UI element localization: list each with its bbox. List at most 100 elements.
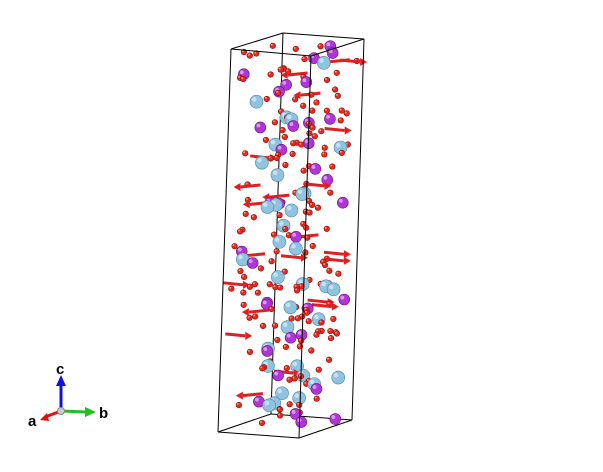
large-atom[interactable] [295,187,310,201]
small-atom[interactable] [262,136,270,144]
small-atom[interactable] [244,196,251,204]
small-atom[interactable] [298,337,305,344]
small-atom[interactable] [327,189,334,196]
small-atom[interactable] [279,126,286,134]
small-atom[interactable] [276,406,283,413]
small-atom[interactable] [283,365,290,372]
small-atom[interactable] [331,86,339,93]
large-atom[interactable] [292,391,306,405]
large-atom[interactable] [280,320,295,334]
small-atom[interactable] [291,375,298,382]
small-atom[interactable] [325,356,333,363]
small-atom[interactable] [288,315,295,322]
small-atom[interactable] [242,150,249,157]
small-atom[interactable] [259,322,267,330]
small-atom[interactable] [271,119,278,126]
small-atom[interactable] [327,334,335,342]
small-atom[interactable] [240,273,248,281]
small-atom[interactable] [296,401,303,409]
large-atom[interactable] [262,398,276,413]
small-atom[interactable] [314,204,322,211]
small-atom[interactable] [338,149,345,156]
small-atom[interactable] [276,212,283,219]
small-atom[interactable] [281,268,288,275]
small-atom[interactable] [274,89,282,97]
small-atom[interactable] [300,167,307,174]
small-atom[interactable] [252,313,259,320]
small-atom[interactable] [333,69,340,76]
small-atom[interactable] [282,225,289,233]
small-atom[interactable] [253,50,260,57]
small-atom[interactable] [277,284,284,291]
small-atom[interactable] [337,117,344,124]
small-atom[interactable] [237,267,244,275]
small-atom[interactable] [309,124,316,131]
small-atom[interactable] [251,281,259,288]
small-atom[interactable] [289,150,296,158]
small-atom[interactable] [271,322,279,329]
small-atom[interactable] [323,76,331,84]
small-atom[interactable] [282,343,289,351]
large-atom[interactable] [283,300,298,315]
large-atom[interactable] [331,370,346,385]
small-atom[interactable] [257,265,265,272]
small-atom[interactable] [329,163,336,170]
medium-atom[interactable] [289,408,302,420]
small-atom[interactable] [306,130,313,137]
small-atom[interactable] [333,330,340,337]
small-atom[interactable] [326,267,333,274]
small-atom[interactable] [309,107,316,114]
large-atom[interactable] [316,56,331,70]
small-atom[interactable] [258,419,266,427]
small-atom[interactable] [236,228,244,235]
small-atom[interactable] [301,55,308,63]
large-atom[interactable] [270,168,285,182]
small-atom[interactable] [281,133,288,141]
small-atom[interactable] [266,281,273,288]
small-atom[interactable] [259,365,266,372]
small-atom[interactable] [246,52,253,59]
medium-atom[interactable] [287,120,300,132]
small-atom[interactable] [335,270,342,277]
small-atom[interactable] [327,327,334,335]
medium-atom[interactable] [280,79,292,91]
medium-atom[interactable] [254,121,267,134]
large-atom[interactable] [236,252,250,267]
small-atom[interactable] [300,102,307,109]
small-atom[interactable] [268,258,275,265]
small-atom[interactable] [321,261,329,269]
medium-atom[interactable] [337,196,349,209]
small-atom[interactable] [272,283,279,291]
small-atom[interactable] [246,314,253,321]
small-atom[interactable] [318,128,325,135]
small-atom[interactable] [343,110,350,117]
small-atom[interactable] [294,315,301,322]
small-atom[interactable] [273,154,280,161]
medium-atom[interactable] [309,163,322,175]
medium-atom[interactable] [284,331,297,344]
small-atom[interactable] [304,234,311,241]
small-atom[interactable] [267,155,274,162]
small-atom[interactable] [235,401,242,409]
small-atom[interactable] [270,231,278,238]
large-atom[interactable] [326,282,341,297]
medium-atom[interactable] [290,230,302,243]
small-atom[interactable] [246,348,254,356]
small-atom[interactable] [263,95,270,103]
small-atom[interactable] [296,343,303,350]
large-atom[interactable] [271,270,285,284]
small-atom[interactable] [231,243,238,250]
large-atom[interactable] [255,155,269,170]
medium-atom[interactable] [329,413,342,425]
small-atom[interactable] [308,347,315,354]
small-atom[interactable] [338,107,345,114]
small-atom[interactable] [254,289,261,296]
medium-atom[interactable] [295,416,308,428]
large-atom[interactable] [275,386,289,401]
small-atom[interactable] [321,144,328,151]
small-atom[interactable] [313,99,320,106]
small-atom[interactable] [290,140,297,147]
small-atom[interactable] [323,107,330,114]
